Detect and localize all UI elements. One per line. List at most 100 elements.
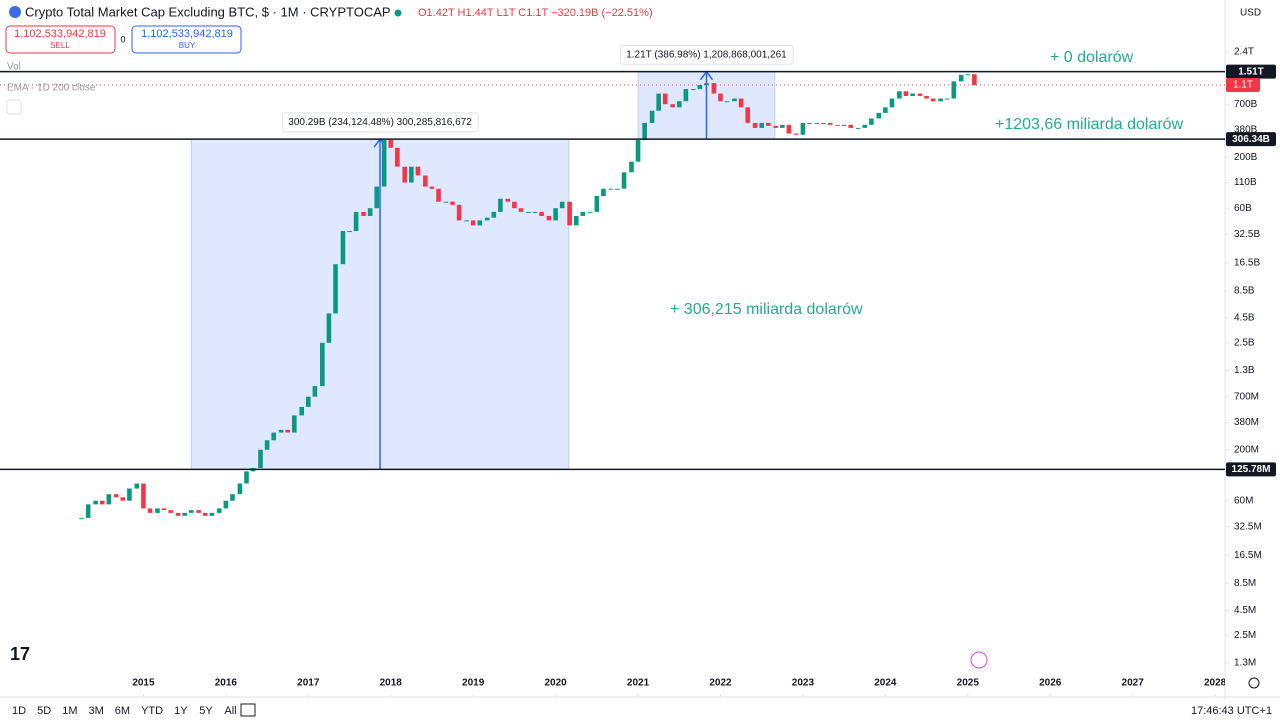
candle <box>450 201 455 205</box>
candle <box>656 93 661 111</box>
price-axis: 1.3M 2.5M 4.5M 8.5M 16.5M 32.5M 60M 200M 380M 700… <box>1225 47 1276 669</box>
y-tick-label: 380M <box>1234 417 1259 428</box>
range-button[interactable]: 3M <box>89 705 104 717</box>
candle <box>814 122 820 124</box>
candle <box>924 95 929 99</box>
range-button[interactable]: 1D <box>12 705 26 717</box>
candle <box>532 211 538 213</box>
range-button[interactable]: 5Y <box>199 705 213 717</box>
last-price-label: 1.1T <box>1233 80 1253 91</box>
range-button[interactable]: 5D <box>37 705 51 717</box>
candle <box>621 172 627 189</box>
candle <box>662 93 668 105</box>
price-line-label: 306.34B <box>1232 134 1270 145</box>
buy-button[interactable] <box>131 25 242 54</box>
candle <box>374 186 380 209</box>
x-tick-label: 2022 <box>709 678 732 689</box>
range-button[interactable]: All <box>224 705 236 717</box>
candle <box>724 101 730 103</box>
candle <box>869 118 874 125</box>
candle <box>526 211 531 213</box>
candle <box>944 98 950 100</box>
date-range-icon[interactable] <box>240 703 256 717</box>
y-tick-label: 380B <box>1234 125 1258 136</box>
candle <box>573 215 579 226</box>
candle <box>780 124 785 128</box>
price-line-tag <box>1226 462 1276 477</box>
y-tick-label: 200B <box>1234 152 1258 163</box>
vol-legend[interactable]: Vol <box>7 62 21 73</box>
collapse-button[interactable] <box>6 99 22 115</box>
candle <box>188 510 194 513</box>
y-tick-label: 60B <box>1234 203 1252 214</box>
candle <box>333 264 338 314</box>
candle <box>958 74 964 82</box>
candle <box>278 429 284 433</box>
candle <box>567 201 572 226</box>
candle <box>745 107 750 123</box>
measure-label: 300.29B (234,124.48%) 300,285,816,672 <box>288 117 472 128</box>
candle <box>848 124 854 128</box>
candle <box>443 201 449 203</box>
symbol-title: Crypto Total Market Cap Excluding BTC, $… <box>25 4 391 19</box>
candle <box>690 89 696 91</box>
currency[interactable]: USD <box>1240 8 1261 19</box>
candle <box>546 215 552 221</box>
candle <box>553 208 558 221</box>
candle <box>470 220 476 226</box>
y-tick-label: 16.5B <box>1234 258 1260 269</box>
candle <box>608 188 614 190</box>
candle <box>491 211 497 218</box>
x-tick-label: 2027 <box>1122 678 1145 689</box>
lightning-icon[interactable] <box>970 651 988 669</box>
sell-label[interactable]: SELL <box>50 41 70 50</box>
candle <box>456 204 462 221</box>
candle <box>395 147 400 167</box>
price-line-tag <box>1226 64 1276 79</box>
range-button[interactable]: 6M <box>115 705 130 717</box>
buy-label[interactable]: BUY <box>179 41 196 50</box>
candle <box>642 122 647 141</box>
candle <box>429 186 435 189</box>
candle <box>766 122 771 126</box>
candle <box>477 220 483 226</box>
sell-button[interactable] <box>5 25 116 54</box>
y-tick-label: 700M <box>1234 391 1259 402</box>
x-tick-label: 2019 <box>462 678 485 689</box>
candle <box>402 166 408 183</box>
clock: 17:46:43 UTC+1 <box>1191 705 1272 717</box>
candle <box>862 124 868 128</box>
candle <box>209 512 215 516</box>
candle <box>223 500 229 509</box>
range-button[interactable]: 1M <box>62 705 77 717</box>
candle <box>518 208 524 212</box>
candle <box>759 122 765 128</box>
y-tick-label: 4.5B <box>1234 313 1255 324</box>
range-button[interactable]: 1Y <box>174 705 188 717</box>
candle <box>155 508 160 513</box>
candle <box>168 510 173 513</box>
y-tick-label: 60M <box>1234 495 1253 506</box>
candle <box>559 201 565 209</box>
candle <box>347 231 352 233</box>
candle <box>320 342 325 387</box>
candle <box>910 93 915 96</box>
candle <box>182 512 187 516</box>
tv-logo: 17 <box>10 644 30 664</box>
ema-legend[interactable]: EMA · 1D 200 close <box>7 83 96 94</box>
settings-icon[interactable] <box>1248 677 1260 689</box>
symbol-icon <box>9 6 21 18</box>
candle <box>601 188 606 197</box>
candle <box>161 508 167 511</box>
candle <box>237 483 243 495</box>
candle <box>388 140 394 148</box>
buy-price[interactable]: 1,102,533,942,819 <box>141 28 233 40</box>
candle <box>353 211 359 232</box>
range-button[interactable]: YTD <box>141 705 163 717</box>
candle <box>99 500 105 505</box>
candle <box>202 512 208 516</box>
sell-price[interactable]: 1,102,533,942,819 <box>14 28 106 40</box>
candle <box>271 432 276 441</box>
x-tick-label: 2026 <box>1039 678 1062 689</box>
